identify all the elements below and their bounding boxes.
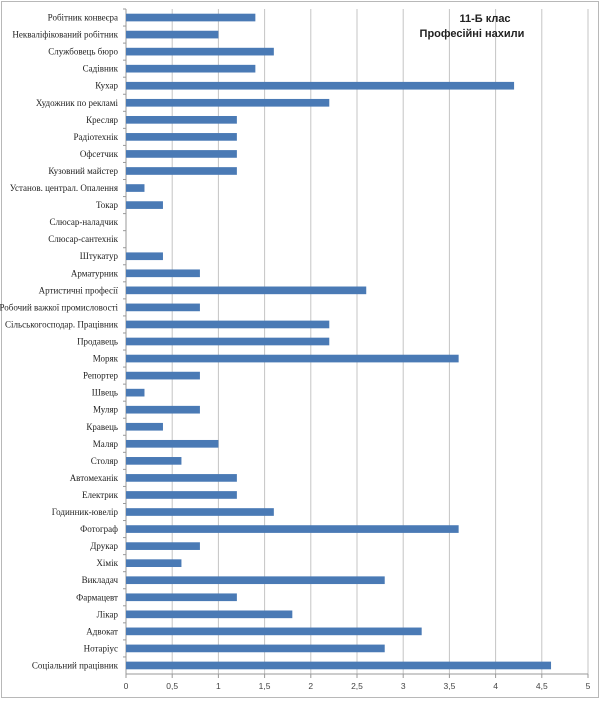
bar: [126, 13, 256, 22]
bar: [126, 30, 219, 39]
category-label: Репортер: [83, 371, 119, 381]
bar: [126, 167, 237, 175]
category-label: Службовець бюро: [48, 47, 118, 57]
bar: [126, 422, 163, 431]
category-label: Фотограф: [80, 524, 118, 534]
category-label: Електрик: [82, 490, 119, 500]
category-label: Кузовний майстер: [48, 166, 118, 176]
bar: [126, 542, 200, 550]
bar: [126, 150, 237, 158]
bars: [126, 13, 552, 670]
category-label: Слюсар-сантехнік: [48, 234, 118, 244]
category-label: Художник по рекламі: [36, 98, 119, 108]
category-label: Робітник конвеєра: [48, 13, 118, 23]
category-label: Соціальний працівник: [32, 660, 119, 670]
x-tick-label: 2: [308, 681, 313, 691]
category-label: Арматурник: [71, 268, 119, 278]
bar: [126, 508, 274, 516]
category-label: Маляр: [93, 439, 119, 449]
x-tick-label: 0: [124, 681, 129, 691]
category-label: Робочий важкої промисловості: [0, 302, 118, 312]
bar: [126, 661, 552, 670]
bar: [126, 47, 274, 56]
bar: [126, 184, 145, 192]
bar: [126, 559, 182, 568]
chart-title: 11-Б клас: [459, 13, 510, 25]
bar: [126, 644, 385, 653]
category-label: Радіотехнік: [74, 132, 119, 142]
chart-subtitle: Професійні нахили: [420, 28, 525, 40]
bar: [126, 81, 515, 90]
category-label: Офсетчик: [80, 149, 119, 159]
category-label: Кухар: [95, 81, 118, 91]
category-label: Продавець: [77, 337, 118, 347]
bar: [126, 610, 293, 619]
category-label: Токар: [96, 200, 119, 210]
category-labels: Робітник конвеєра Некваліфікований робітн…: [0, 13, 119, 671]
bar: [126, 371, 200, 380]
bar: [126, 115, 237, 124]
bar: [126, 576, 385, 585]
bar: [126, 133, 237, 141]
x-tick-label: 4: [493, 681, 498, 691]
x-tick-label: 1: [216, 681, 221, 691]
category-label: Штукатур: [80, 251, 119, 261]
bar: [126, 525, 459, 533]
category-label: Установ. централ. Опалення: [10, 183, 118, 193]
bar: [126, 286, 367, 295]
bar: [126, 337, 330, 346]
x-tick-label: 3: [401, 681, 406, 691]
bar: [126, 491, 237, 499]
category-label: Нотаріус: [84, 643, 118, 653]
category-label: Кравець: [86, 422, 118, 432]
category-label: Годинник-ювелір: [52, 507, 119, 517]
category-label: Фармацевт: [76, 592, 118, 602]
category-label: Сільськогосподар. Працівник: [5, 319, 119, 329]
bar: [126, 64, 256, 73]
bar: [126, 320, 330, 329]
category-label: Слюсар-наладчик: [50, 217, 119, 227]
category-label: Столяр: [91, 456, 119, 466]
x-tick-label: 4,5: [536, 681, 548, 691]
x-tick-label: 5: [586, 681, 591, 691]
category-label: Моряк: [93, 354, 119, 364]
bar: [126, 303, 200, 312]
x-tick-label: 0,5: [166, 681, 178, 691]
x-tick-label: 3,5: [443, 681, 455, 691]
category-label: Хімік: [96, 558, 118, 568]
bar: [126, 354, 459, 363]
category-label: Кресляр: [86, 115, 118, 125]
bar: [126, 474, 237, 482]
category-label: Муляр: [93, 405, 119, 415]
bar: [126, 593, 237, 602]
category-label: Автомеханік: [70, 473, 119, 483]
bar: [126, 439, 219, 448]
category-label: Лікар: [97, 609, 119, 619]
x-tick-label: 2,5: [351, 681, 363, 691]
category-label: Артистичні професії: [39, 285, 119, 295]
category-label: Садівник: [83, 64, 119, 74]
bar: [126, 627, 422, 636]
bar: [126, 98, 330, 107]
category-label: Адвокат: [86, 626, 118, 636]
bar: [126, 405, 200, 414]
x-axis-ticks: 0 0,5 1 1,5 2 2,5 3 3,5 4 4,5 5: [124, 674, 591, 691]
bar: [126, 252, 163, 261]
category-label: Друкар: [90, 541, 118, 551]
category-label: Швець: [92, 388, 118, 398]
x-tick-label: 1,5: [259, 681, 271, 691]
category-label: Некваліфікований робітник: [12, 30, 118, 40]
bar: [126, 388, 145, 397]
bar: [126, 457, 182, 465]
bar: [126, 269, 200, 278]
category-label: Викладач: [82, 575, 119, 585]
bar: [126, 201, 163, 209]
